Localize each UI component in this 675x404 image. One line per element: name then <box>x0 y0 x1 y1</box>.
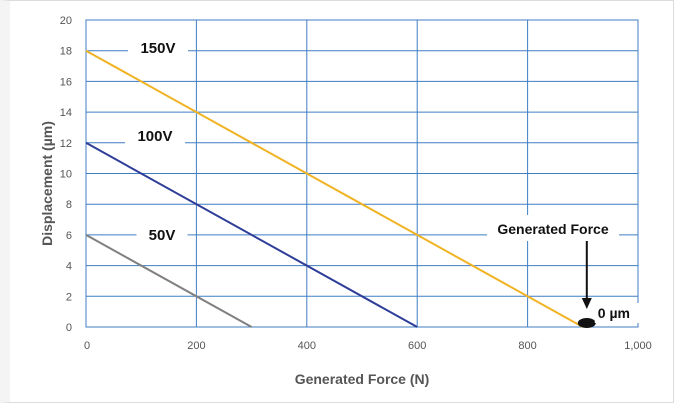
x-tick-label: 600 <box>408 340 426 352</box>
annotation-zero-um: 0 µm <box>598 305 630 321</box>
x-tick-label: 400 <box>298 340 316 352</box>
y-tick-label: 16 <box>60 76 72 88</box>
series-label-50v: 50V <box>149 227 176 244</box>
series-label-100v: 100V <box>137 128 172 145</box>
target-point-marker <box>577 318 596 328</box>
y-tick-label: 6 <box>66 230 72 242</box>
series-line-150v <box>85 49 584 328</box>
y-tick-label: 4 <box>66 261 72 273</box>
y-tick-label: 18 <box>60 46 72 58</box>
series-line-50v <box>85 234 253 328</box>
series-label-bg <box>136 225 188 247</box>
annotation-arrow-head <box>581 298 592 309</box>
annotation-generated-force: Generated Force <box>497 221 608 237</box>
series-label-bg <box>125 126 185 148</box>
y-tick-label: 8 <box>66 199 72 211</box>
x-tick-label: 800 <box>518 340 536 352</box>
y-tick-label: 14 <box>60 107 72 119</box>
annotation-value-bg <box>594 303 641 323</box>
x-tick-label: 1,000 <box>624 340 652 352</box>
y-tick-label: 0 <box>66 322 72 334</box>
series-label-150v: 150V <box>140 40 175 57</box>
y-tick-label: 20 <box>60 15 72 27</box>
series-label-bg <box>128 38 188 60</box>
x-tick-label: 200 <box>187 340 205 352</box>
series-line-100v <box>85 141 418 328</box>
y-tick-label: 10 <box>60 169 72 181</box>
annotation-bg <box>487 215 619 241</box>
y-axis-title: Displacement (µm) <box>39 121 55 246</box>
x-tick-label: 0 <box>84 340 90 352</box>
y-tick-label: 12 <box>60 138 72 150</box>
x-axis-title: Generated Force (N) <box>295 371 430 387</box>
y-tick-label: 2 <box>66 291 72 303</box>
